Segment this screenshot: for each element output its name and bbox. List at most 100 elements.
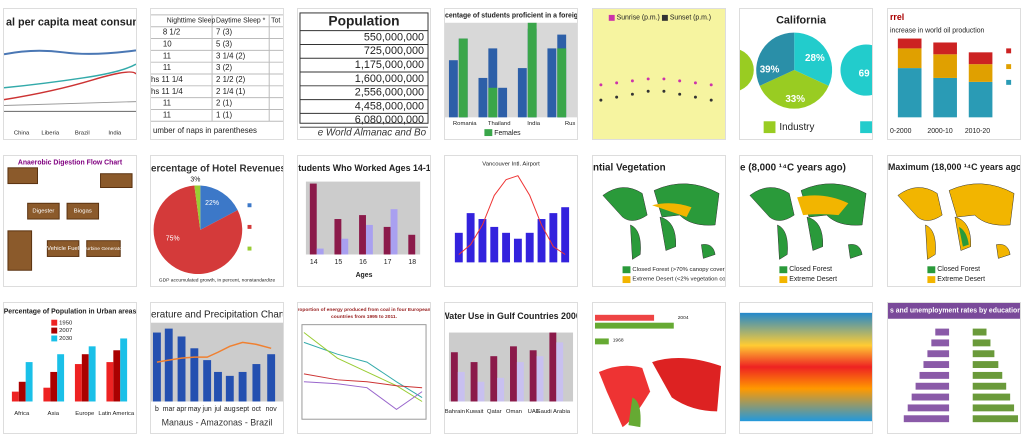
image-thumbnail[interactable]: centage of students proficient in a fore…	[444, 8, 578, 140]
decoration	[341, 238, 349, 255]
decoration	[646, 89, 650, 93]
decoration	[4, 49, 136, 56]
decoration	[740, 49, 754, 91]
image-thumbnail[interactable]	[739, 302, 873, 434]
decoration	[911, 393, 950, 401]
image-thumbnail[interactable]: Anaerobic Digestion Flow Chart Digester Bi…	[3, 155, 137, 287]
decoration	[200, 185, 238, 230]
decoration	[113, 350, 121, 402]
decoration	[897, 38, 922, 49]
decoration	[164, 328, 173, 402]
thumbnail-label: may	[188, 406, 202, 413]
decoration	[662, 77, 666, 81]
thumbnail-title: Vancouver Intl. Airport	[482, 161, 540, 167]
decoration	[177, 336, 186, 402]
thumbnail-label: Nighttime Sleep	[167, 18, 216, 25]
decoration	[458, 38, 468, 118]
decoration	[86, 240, 121, 257]
thumbnail-label: Industry	[779, 122, 814, 133]
decoration	[933, 77, 957, 118]
decoration	[598, 365, 651, 428]
decoration	[267, 354, 276, 402]
decoration	[740, 312, 872, 422]
decoration	[972, 339, 991, 347]
thumbnail-label: Daytime Sleep *	[216, 18, 266, 25]
decoration	[935, 328, 950, 336]
decoration	[756, 32, 795, 86]
thumbnail-image: s and unemployment rates by educational …	[888, 303, 1020, 423]
decoration	[652, 203, 692, 218]
decoration	[43, 387, 51, 402]
image-thumbnail[interactable]: rrel increase in world oil production 0-20…	[887, 8, 1021, 140]
thumbnail-label: Manaus - Amazonas - Brazil	[162, 417, 273, 427]
decoration	[903, 415, 950, 423]
decoration	[18, 381, 26, 402]
image-thumbnail[interactable]: s and unemployment rates by educational …	[887, 302, 1021, 434]
image-thumbnail[interactable]: Nighttime Sleep Daytime Sleep * Tot 8 1/2 7 …	[150, 8, 284, 140]
decoration	[628, 397, 641, 428]
thumbnail-label: Ages	[356, 272, 373, 279]
decoration	[51, 327, 58, 334]
image-thumbnail[interactable]: al per capita meat consumption China Liber…	[3, 8, 137, 140]
thumbnail-label: India	[108, 131, 121, 137]
decoration	[840, 44, 872, 96]
image-thumbnail[interactable]: Percentage of Population in Urban areas 1…	[3, 302, 137, 434]
decoration	[556, 342, 564, 402]
thumbnail-label: 3 1/4 (2)	[216, 51, 246, 60]
thumbnail-image: e (8,000 ¹⁴C years ago) Closed Forest Extr…	[740, 162, 867, 284]
decoration	[709, 98, 713, 102]
image-thumbnail[interactable]: e (8,000 ¹⁴C years ago) Closed Forest Extr…	[739, 155, 873, 287]
decoration	[303, 341, 423, 398]
thumbnail-label: 75%	[166, 236, 180, 243]
image-thumbnail[interactable]: Students Who Worked Ages 14-18 14 15 16 17 18…	[297, 155, 431, 287]
decoration	[299, 12, 429, 124]
decoration	[927, 276, 936, 284]
decoration	[923, 361, 950, 368]
image-thumbnail[interactable]: erature and Precipitation Chart (Y b mar ap…	[150, 302, 284, 434]
image-thumbnail[interactable]: Maximum (18,000 ¹⁴C years ago) Closed For…	[887, 155, 1021, 287]
image-thumbnail[interactable]: California 39% 28% 33% Industry 69	[739, 8, 873, 140]
thumbnail-image: ercentage of Hotel Revenues by Cla 22% 75%…	[151, 163, 283, 283]
thumbnail-title: Percentage of Population in Urban areas	[4, 309, 136, 316]
thumbnail-label: UAE	[528, 409, 540, 415]
image-thumbnail[interactable]: Sunrise (p.m.) Sunset (p.m.)	[592, 8, 726, 140]
thumbnail-label: Bahrain	[445, 409, 465, 415]
decoration	[615, 81, 619, 85]
decoration	[897, 183, 1015, 260]
decoration	[50, 371, 58, 402]
decoration	[359, 215, 366, 255]
thumbnail-label: Extreme Desert (<2% vegetation cover)	[632, 277, 725, 283]
decoration	[693, 81, 697, 85]
decoration	[383, 226, 391, 255]
image-thumbnail[interactable]: ntial Vegetation Closed Forest (>70% cano…	[592, 155, 726, 287]
decoration	[470, 362, 478, 402]
thumbnail-title: Population	[328, 13, 399, 28]
thumbnail-title: Water Use in Gulf Countries 2000	[445, 311, 577, 321]
thumbnail-label: oct	[252, 406, 261, 413]
decoration	[594, 314, 655, 321]
decoration	[510, 346, 517, 402]
thumbnail-title: Students Who Worked Ages 14-18	[298, 163, 430, 173]
thumbnail-label: 11	[163, 51, 171, 60]
thumbnail-title: ntial Vegetation	[593, 162, 666, 173]
image-thumbnail[interactable]: 2004 1968	[592, 302, 726, 434]
thumbnail-label: Latin America	[98, 411, 134, 417]
thumbnail-title: erature and Precipitation Chart (Y	[151, 309, 283, 320]
decoration	[608, 14, 615, 21]
decoration	[190, 348, 199, 402]
decoration	[622, 276, 631, 284]
thumbnail-label: 39%	[760, 65, 780, 76]
thumbnail-label: b	[155, 406, 159, 413]
thumbnail-label: sept	[236, 406, 249, 413]
thumbnail-label: 3%	[190, 176, 200, 183]
image-thumbnail[interactable]: Population 550,000,000 725,000,000 1,175,00…	[297, 8, 431, 140]
thumbnail-label: Extreme Desert	[789, 276, 837, 283]
image-thumbnail[interactable]: roportion of energy produced from coal i…	[297, 302, 431, 434]
image-thumbnail[interactable]: Water Use in Gulf Countries 2000 Bahrain K…	[444, 302, 578, 434]
image-thumbnail[interactable]: ercentage of Hotel Revenues by Cla 22% 75%…	[150, 155, 284, 287]
decoration	[1006, 79, 1012, 85]
decoration	[517, 68, 527, 118]
thumbnail-image: California 39% 28% 33% Industry 69	[740, 15, 872, 134]
decoration	[448, 60, 458, 118]
image-thumbnail[interactable]: Vancouver Intl. Airport	[444, 155, 578, 287]
